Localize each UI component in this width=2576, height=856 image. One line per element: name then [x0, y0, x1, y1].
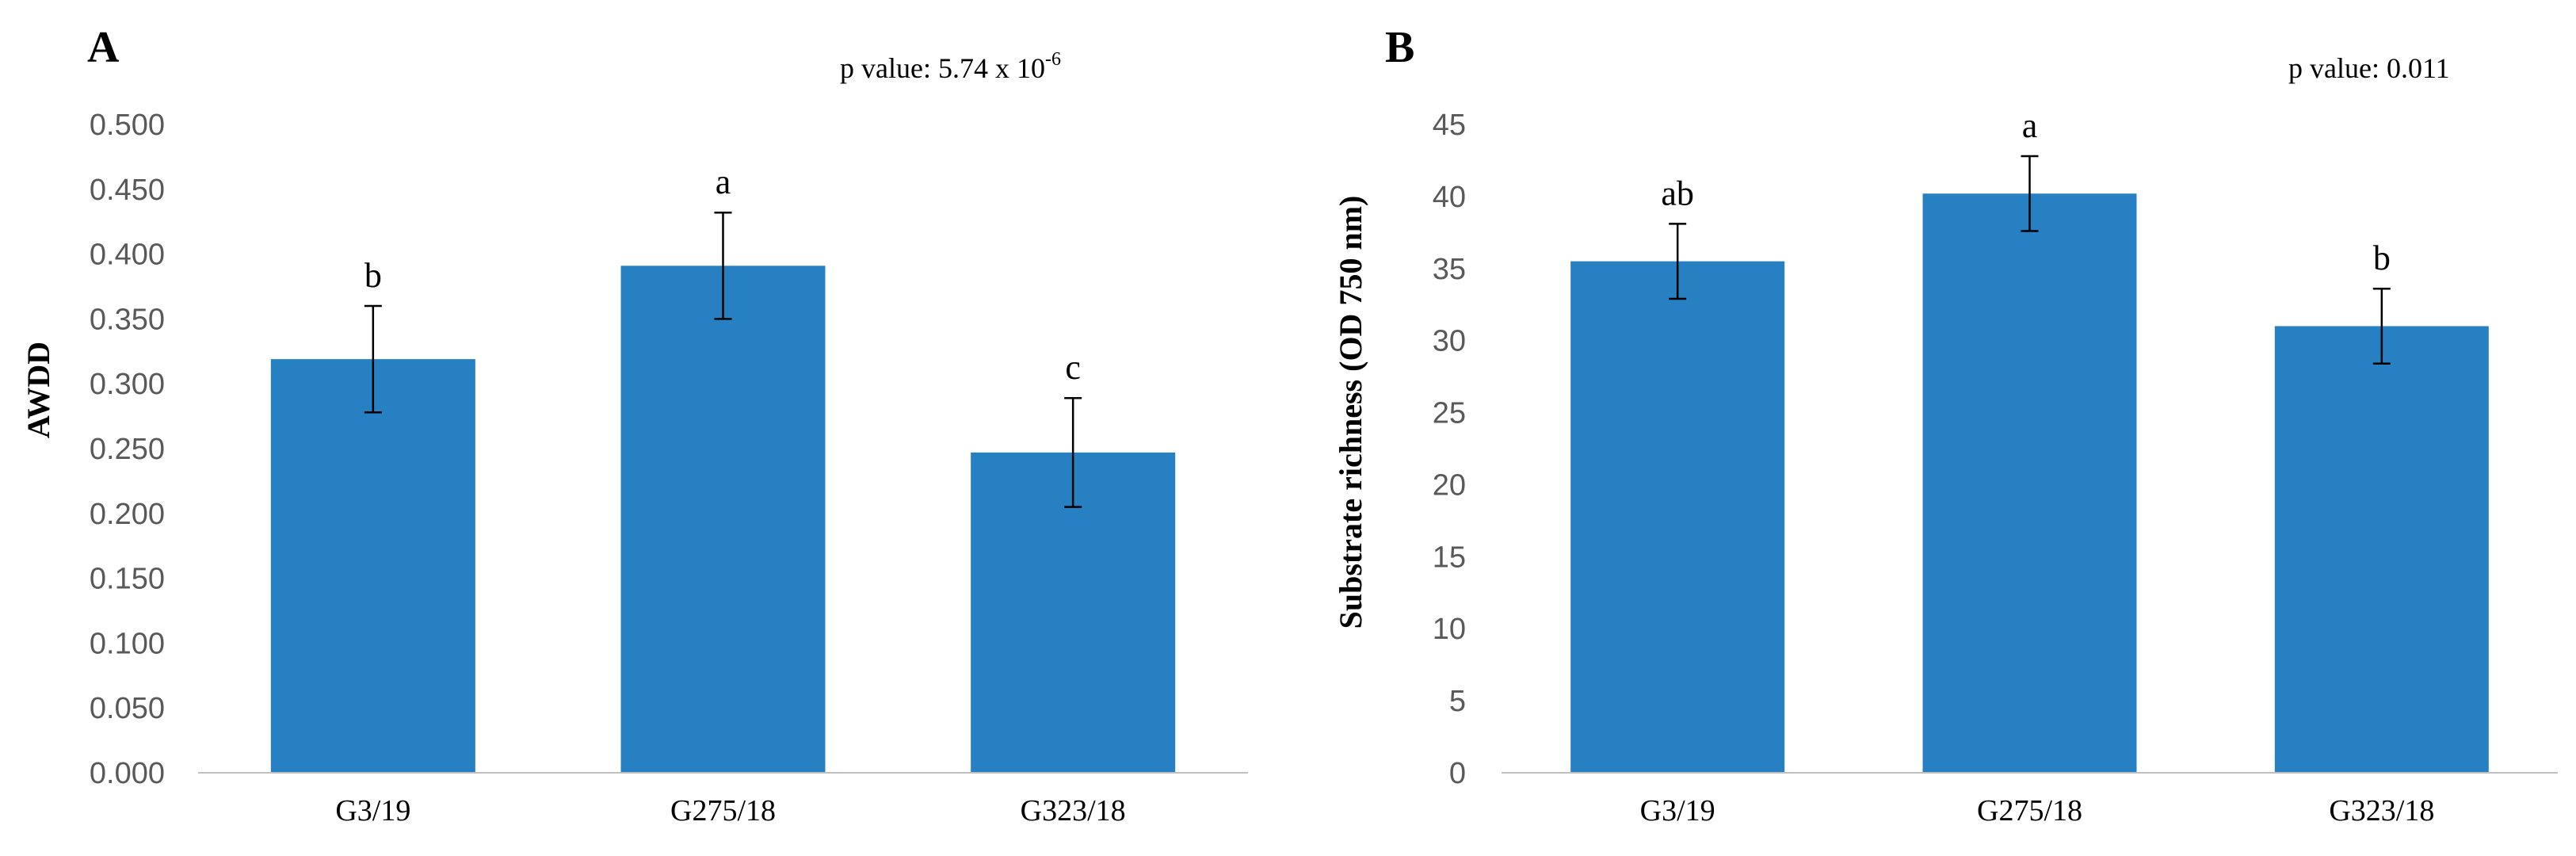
- panel-b-chart: B p value: 0.011 Substrate richness (OD …: [1333, 23, 2558, 827]
- panel-b-y-tick-label: 10: [1433, 613, 1466, 646]
- panel-a-y-tick-label: 0.100: [90, 627, 165, 660]
- panel-b-bars: [1570, 193, 2489, 774]
- panel-b-significance-letter: ab: [1661, 174, 1694, 212]
- panel-a-y-ticks: 0.000 0.050 0.100 0.150 0.200 0.250 0.300 0.350…: [90, 109, 165, 790]
- panel-b-x-ticks: G3/19 G275/18 G323/18: [1640, 794, 2435, 827]
- panel-b-y-tick-label: 40: [1433, 181, 1466, 214]
- panel-b-p-value: p value: 0.011: [2288, 52, 2450, 84]
- panel-a-y-tick-label: 0.000: [90, 757, 165, 790]
- panel-a-error-bars: [364, 211, 1082, 508]
- panel-b-p-value-text: p value: 0.011: [2288, 52, 2450, 84]
- panel-a-p-value-text: p value: 5.74 x 10: [840, 52, 1045, 84]
- panel-a-y-tick-label: 0.050: [90, 692, 165, 725]
- panel-a-x-tick-label: G275/18: [670, 794, 776, 827]
- panel-b-bar: [2274, 326, 2489, 773]
- panel-a-significance-letter: c: [1065, 348, 1081, 387]
- panel-a-y-tick-label: 0.150: [90, 563, 165, 596]
- panel-a-x-tick-label: G3/19: [335, 794, 410, 827]
- panel-a-x-ticks: G3/19 G275/18 G323/18: [335, 794, 1125, 827]
- panel-b-significance-letter: b: [2373, 239, 2391, 277]
- panel-b-y-tick-label: 15: [1433, 541, 1466, 574]
- panel-b-x-tick-label: G323/18: [2329, 794, 2434, 827]
- panel-a-bar: [620, 266, 826, 774]
- panel-b-y-tick-label: 35: [1433, 253, 1466, 286]
- panel-b-error-bars: [1669, 155, 2391, 365]
- panel-a-p-value: p value: 5.74 x 10-6: [840, 49, 1061, 84]
- panel-a-x-tick-label: G323/18: [1021, 794, 1126, 827]
- panel-a-significance-letters: b a c: [364, 162, 1081, 387]
- panel-a-significance-letter: b: [364, 256, 382, 295]
- panel-b-y-tick-label: 20: [1433, 468, 1466, 502]
- panel-a-y-tick-label: 0.450: [90, 174, 165, 207]
- panel-a-y-tick-label: 0.500: [90, 109, 165, 142]
- panel-a-y-tick-label: 0.250: [90, 433, 165, 466]
- panel-b-y-tick-label: 45: [1433, 109, 1466, 142]
- panel-a-bars: [270, 266, 1176, 774]
- panel-a-chart: A p value: 5.74 x 10-6 AWDD 0.0000.0500.…: [21, 23, 1248, 827]
- panel-b-y-tick-label: 5: [1449, 685, 1466, 718]
- panel-a-y-tick-label: 0.300: [90, 368, 165, 401]
- panel-b-bar: [1570, 261, 1785, 773]
- panel-b-bar: [1922, 193, 2137, 774]
- panel-b-y-axis-label: Substrate richness (OD 750 nm): [1333, 196, 1368, 629]
- panel-a-bar: [270, 359, 475, 774]
- panel-a-y-axis-label: AWDD: [21, 342, 56, 438]
- panel-b-letter: B: [1385, 23, 1414, 72]
- panel-b-significance-letter: a: [2022, 106, 2038, 145]
- panel-a-significance-letter: a: [716, 162, 731, 201]
- panel-b-x-tick-label: G3/19: [1640, 794, 1715, 827]
- panel-b-y-tick-label: 25: [1433, 397, 1466, 430]
- panel-a-p-value-exponent: -6: [1045, 49, 1061, 70]
- panel-b-y-tick-label: 30: [1433, 325, 1466, 358]
- panel-a-y-tick-label: 0.350: [90, 303, 165, 336]
- panel-a-y-tick-label: 0.200: [90, 498, 165, 531]
- panel-b-y-ticks: 0 5 10 15 20 25 30 35 40 45: [1433, 109, 1466, 790]
- panel-a-letter: A: [87, 23, 120, 72]
- panel-b-x-tick-label: G275/18: [1977, 794, 2082, 827]
- panel-b-y-tick-label: 0: [1449, 757, 1466, 790]
- panel-a-y-tick-label: 0.400: [90, 239, 165, 272]
